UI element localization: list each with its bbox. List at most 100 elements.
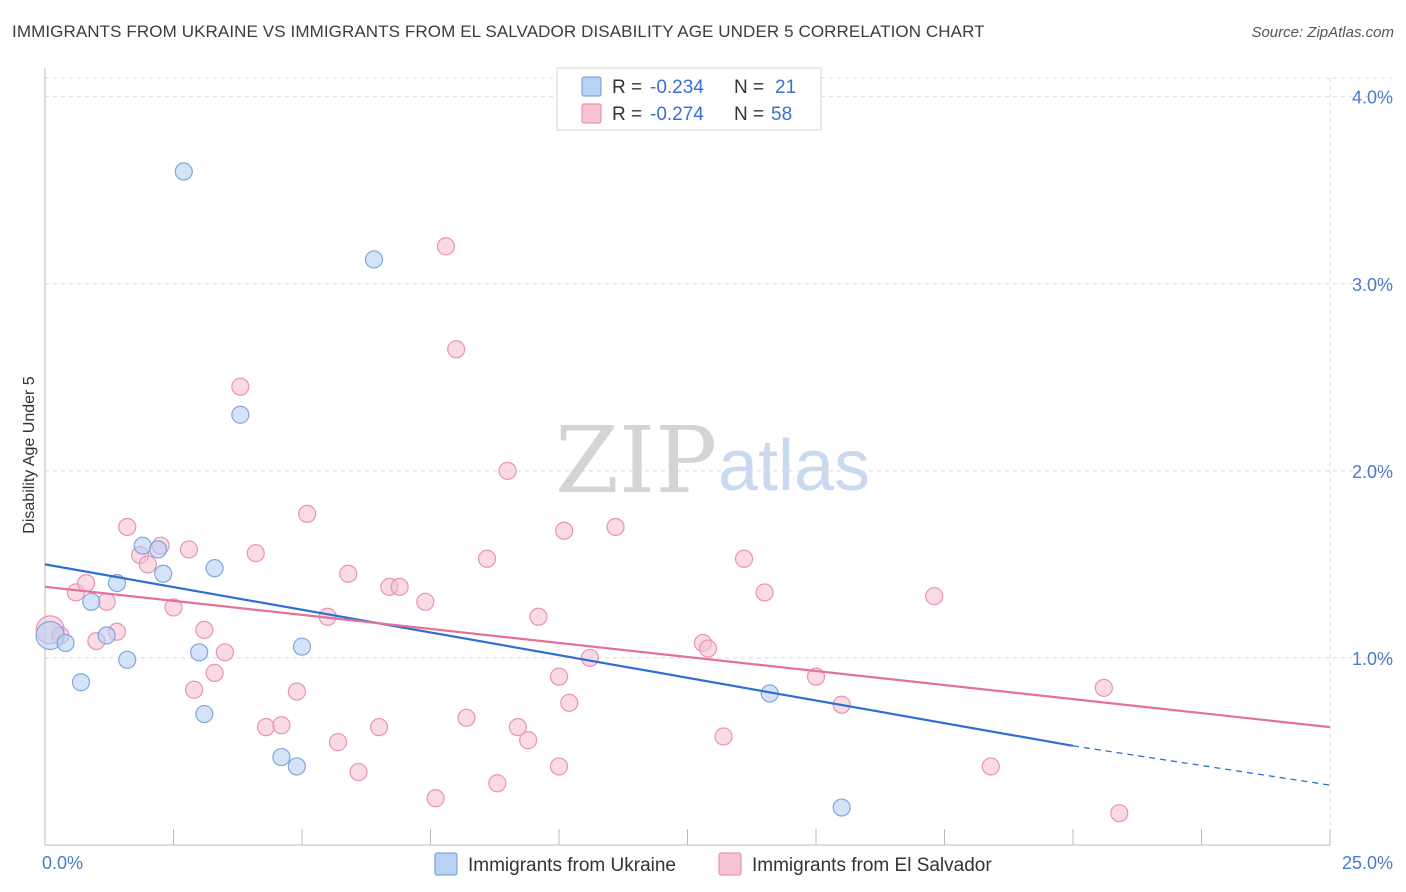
- ukraine-point-3: [82, 592, 101, 611]
- correlation-legend: R = -0.234 N = 21 R = -0.274 N = 58: [556, 67, 822, 131]
- elsalvador-point-18: [246, 544, 265, 563]
- y-tick-label-3: 4.0%: [1352, 88, 1393, 108]
- ukraine-point-13: [205, 559, 224, 578]
- elsalvador-point-57: [1110, 804, 1129, 823]
- tick-labels: 1.0% 2.0% 3.0% 4.0% 0.0% 25.0%: [42, 88, 1393, 873]
- elsalvador-point-29: [390, 577, 409, 596]
- elsalvador-trend-line: [44, 585, 1331, 729]
- ukraine-point-11: [190, 643, 209, 662]
- elsalvador-point-22: [298, 504, 317, 523]
- ukraine-point-7: [133, 536, 152, 555]
- elsalvador-point-37: [498, 461, 517, 480]
- ukraine-point-8: [148, 540, 168, 559]
- elsalvador-point-27: [370, 718, 389, 737]
- trend-lines: [44, 563, 1331, 786]
- elsalvador-point-55: [981, 757, 1000, 776]
- elsalvador-point-43: [555, 521, 574, 540]
- elsalvador-point-30: [416, 592, 435, 611]
- elsalvador-point-38: [508, 718, 527, 737]
- x-tick-label-0: 0.0%: [42, 853, 83, 873]
- ukraine-point-14: [231, 405, 250, 424]
- elsalvador-point-15: [205, 663, 224, 682]
- elsalvador-point-20: [272, 716, 291, 735]
- axes: [44, 68, 1331, 846]
- ukraine-point-20: [832, 798, 851, 817]
- watermark-zip: ZIP: [555, 407, 717, 514]
- elsalvador-point-51: [755, 583, 774, 602]
- watermark-atlas: atlas: [718, 426, 870, 506]
- elsalvador-point-7: [118, 517, 137, 537]
- elsalvador-point-32: [436, 237, 456, 256]
- elsalvador-point-46: [606, 517, 625, 537]
- legend-n-label-elsalvador: N =: [734, 104, 764, 125]
- ukraine-point-16: [287, 757, 306, 776]
- chart-title: IMMIGRANTS FROM UKRAINE VS IMMIGRANTS FR…: [12, 22, 985, 41]
- ukraine-point-4: [97, 626, 116, 645]
- ukraine-point-10: [174, 162, 193, 181]
- elsalvador-point-26: [349, 762, 368, 782]
- series-legend-swatch-elsalvador: [718, 852, 742, 876]
- legend-r-label-ukraine: R =: [612, 77, 642, 98]
- legend-swatch-ukraine: [581, 76, 602, 97]
- ukraine-point-12: [195, 704, 214, 724]
- elsalvador-point-44: [560, 693, 579, 712]
- legend-r-value-elsalvador: -0.274: [650, 104, 704, 125]
- elsalvador-point-21: [287, 682, 306, 701]
- elsalvador-point-40: [529, 607, 548, 626]
- elsalvador-point-42: [549, 667, 569, 686]
- elsalvador-point-25: [339, 564, 358, 583]
- elsalvador-point-50: [734, 549, 754, 568]
- elsalvador-point-13: [184, 680, 204, 699]
- elsalvador-point-19: [256, 718, 276, 737]
- elsalvador-point-39: [519, 731, 538, 750]
- elsalvador-point-35: [477, 549, 497, 568]
- data-points: [35, 162, 1129, 823]
- series-legend: Immigrants from Ukraine Immigrants from …: [434, 852, 992, 876]
- ukraine-point-18: [364, 250, 384, 269]
- legend-n-label-ukraine: N =: [734, 77, 764, 98]
- elsalvador-point-17: [231, 377, 250, 396]
- elsalvador-point-3: [77, 573, 96, 593]
- legend-n-value-ukraine: 21: [775, 77, 796, 98]
- x-tick-label-1: 25.0%: [1342, 853, 1393, 873]
- y-tick-label-1: 2.0%: [1352, 462, 1393, 482]
- elsalvador-point-9: [138, 555, 157, 574]
- elsalvador-point-11: [164, 598, 183, 617]
- y-tick-label-2: 3.0%: [1352, 275, 1393, 295]
- ukraine-point-15: [272, 747, 291, 767]
- elsalvador-point-36: [488, 774, 507, 793]
- watermark: ZIP atlas: [555, 407, 870, 514]
- y-axis-label: Disability Age Under 5: [21, 376, 38, 534]
- ukraine-point-1: [56, 633, 75, 653]
- source-label: Source: ZipAtlas.com: [1251, 24, 1394, 41]
- y-tick-label-0: 1.0%: [1352, 649, 1393, 669]
- legend-r-label-elsalvador: R =: [612, 104, 642, 125]
- legend-r-value-ukraine: -0.234: [650, 77, 704, 98]
- legend-n-value-elsalvador: 58: [771, 104, 792, 125]
- series-legend-label-ukraine: Immigrants from Ukraine: [468, 855, 676, 876]
- elsalvador-point-33: [447, 340, 466, 359]
- elsalvador-point-5: [97, 592, 116, 611]
- series-legend-label-elsalvador: Immigrants from El Salvador: [752, 855, 992, 876]
- ukraine-point-6: [118, 650, 137, 669]
- ukraine-point-2: [71, 673, 91, 692]
- elsalvador-point-31: [426, 789, 445, 808]
- elsalvador-point-24: [328, 733, 348, 752]
- elsalvador-point-48: [698, 639, 718, 658]
- elsalvador-point-41: [549, 757, 569, 776]
- elsalvador-point-49: [714, 727, 733, 746]
- legend-swatch-elsalvador: [581, 103, 602, 124]
- elsalvador-point-14: [195, 620, 214, 639]
- elsalvador-point-16: [215, 643, 234, 662]
- ukraine-trend-extension: [1072, 745, 1331, 786]
- elsalvador-point-56: [1094, 678, 1113, 697]
- elsalvador-point-54: [925, 587, 944, 606]
- ukraine-point-17: [292, 637, 312, 656]
- elsalvador-point-12: [179, 540, 199, 559]
- ukraine-point-9: [154, 564, 173, 583]
- series-legend-swatch-ukraine: [434, 852, 458, 876]
- elsalvador-point-45: [580, 648, 599, 668]
- ukraine-trend-line: [44, 563, 1074, 747]
- elsalvador-point-34: [457, 708, 476, 727]
